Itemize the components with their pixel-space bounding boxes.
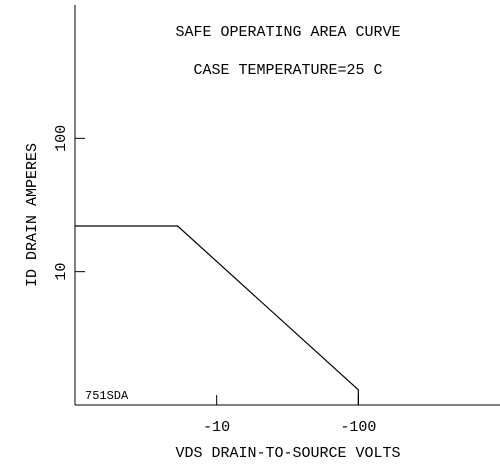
y-tick-label: 100 [53,125,70,152]
x-axis-label: VDS DRAIN-TO-SOURCE VOLTS [175,445,400,462]
y-axis-label: ID DRAIN AMPERES [24,143,41,287]
x-tick-label: -10 [203,419,230,436]
annotation: 751SDA [85,389,129,403]
chart-subtitle: CASE TEMPERATURE=25 C [193,62,382,79]
chart-title: SAFE OPERATING AREA CURVE [175,24,400,41]
data-line [75,225,359,405]
y-tick-label: 10 [53,263,70,281]
x-tick-label: -100 [340,419,376,436]
